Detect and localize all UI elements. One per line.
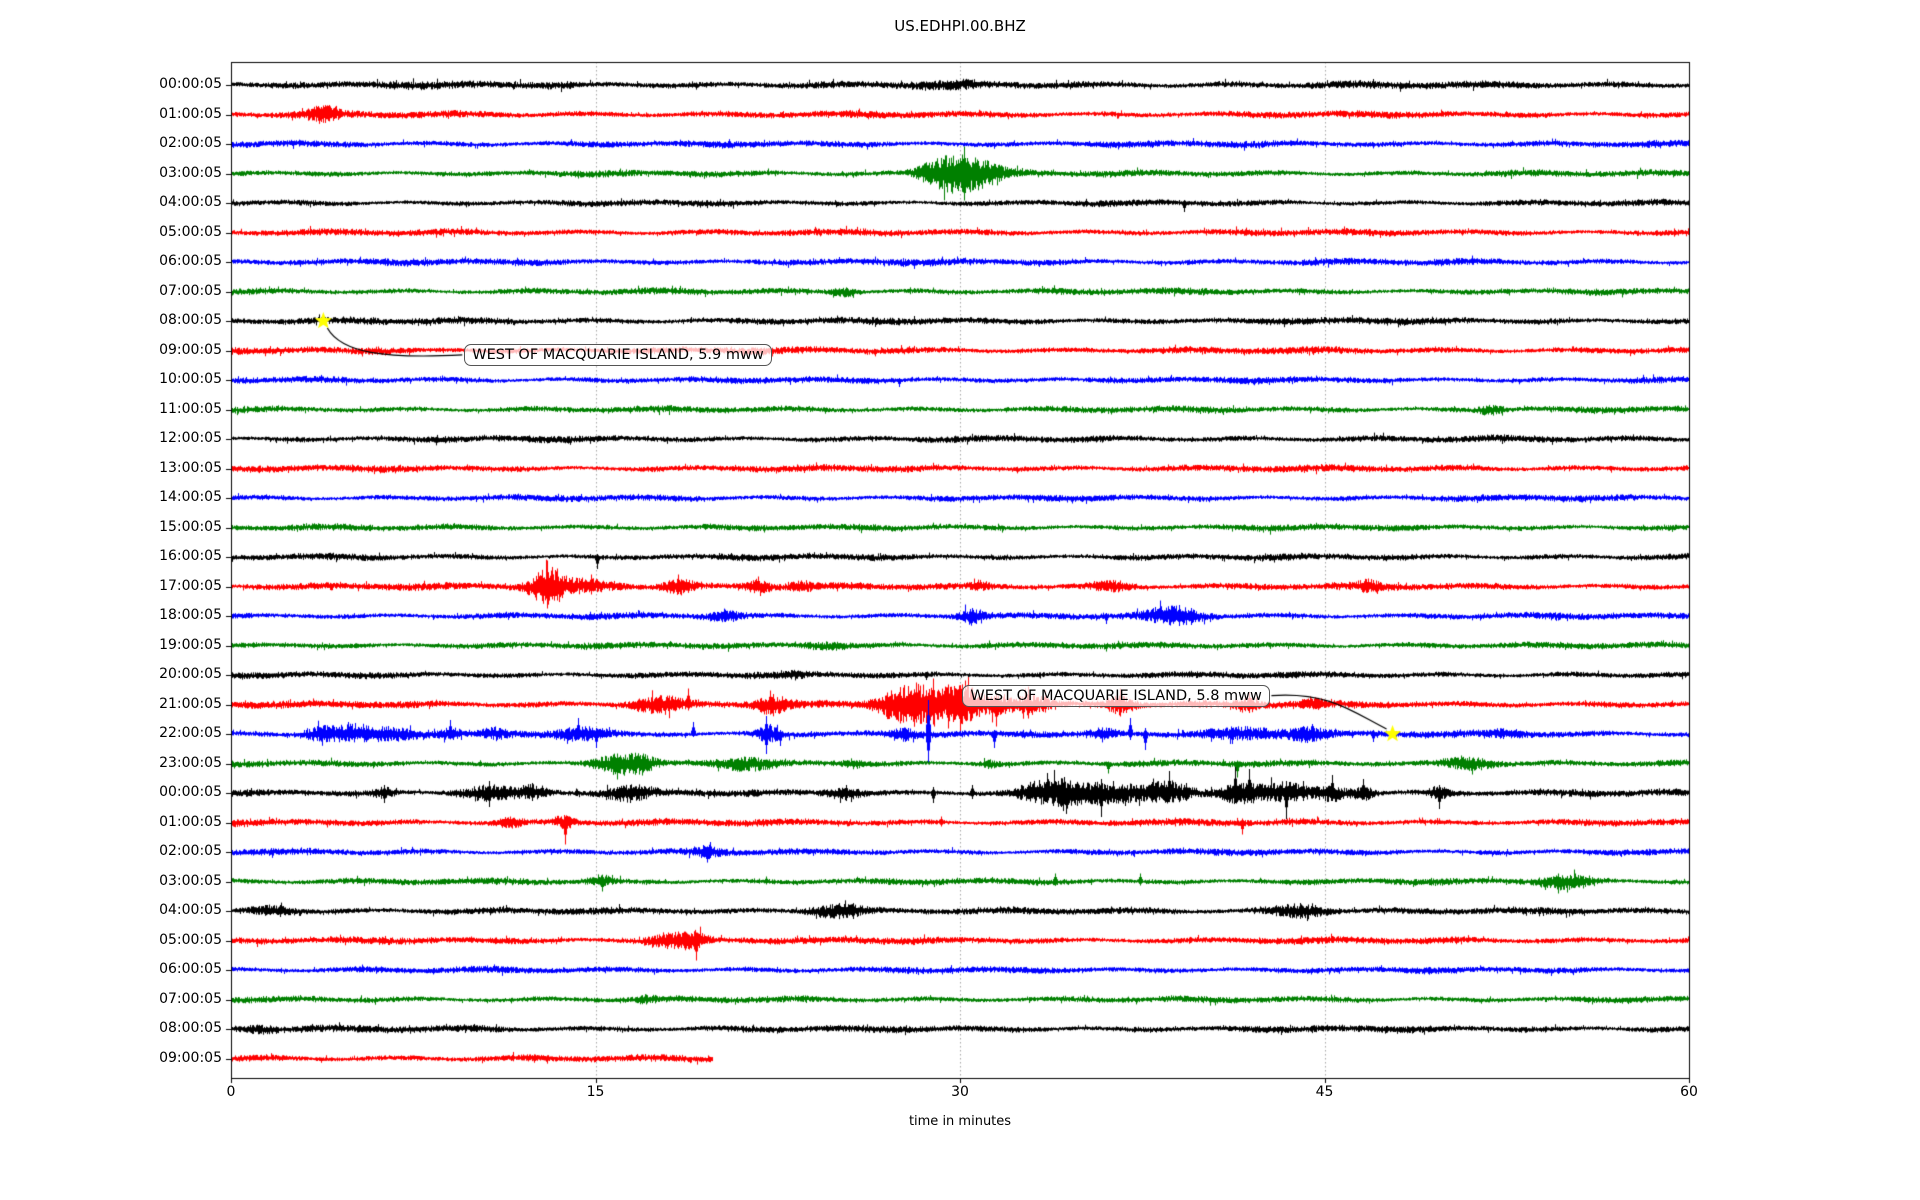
event-annotation-1-label: WEST OF MACQUARIE ISLAND, 5.9 mww <box>472 346 764 363</box>
y-axis-label: 23:00:05 <box>159 754 222 771</box>
y-axis-label: 02:00:05 <box>159 135 222 151</box>
y-axis-label: 22:00:05 <box>159 725 222 741</box>
y-axis-label: 19:00:05 <box>159 636 222 653</box>
y-axis-label: 06:00:05 <box>159 253 222 269</box>
y-axis-label: 18:00:05 <box>159 607 222 623</box>
y-axis-label: 03:00:05 <box>159 872 222 889</box>
y-axis-label: 21:00:05 <box>159 695 222 712</box>
y-axis-label: 09:00:05 <box>159 341 222 358</box>
y-axis-label: 05:00:05 <box>159 931 222 948</box>
y-axis-label: 13:00:05 <box>159 459 222 476</box>
y-axis-label: 00:00:05 <box>159 76 222 92</box>
y-axis-label: 04:00:05 <box>159 194 222 210</box>
y-axis-label: 08:00:05 <box>159 1020 222 1036</box>
y-axis-label: 09:00:05 <box>159 1049 222 1066</box>
x-axis-tick-label: 30 <box>951 1084 969 1100</box>
y-axis-label: 08:00:05 <box>159 312 222 328</box>
y-axis-label: 01:00:05 <box>159 813 222 830</box>
y-axis-label: 02:00:05 <box>159 843 222 859</box>
y-axis-label: 12:00:05 <box>159 430 222 446</box>
y-axis-label: 15:00:05 <box>159 518 222 535</box>
y-axis-label: 16:00:05 <box>159 548 222 564</box>
x-axis-tick-label: 45 <box>1315 1084 1334 1100</box>
x-axis-tick-label: 0 <box>226 1084 236 1100</box>
y-axis-label: 07:00:05 <box>159 990 222 1007</box>
y-axis-label: 01:00:05 <box>159 105 222 122</box>
x-axis-label: time in minutes <box>908 1114 1012 1129</box>
y-axis-label: 11:00:05 <box>159 400 222 417</box>
event-annotation-1: WEST OF MACQUARIE ISLAND, 5.9 mww <box>464 343 772 366</box>
y-axis-label: 00:00:05 <box>159 784 222 800</box>
x-axis-tick-label: 15 <box>586 1084 605 1100</box>
y-axis-label: 10:00:05 <box>159 371 222 387</box>
y-axis-label: 17:00:05 <box>159 577 222 594</box>
x-axis-tick-label: 60 <box>1680 1084 1698 1100</box>
plot-title: US.EDHPI.00.BHZ <box>894 17 1026 35</box>
y-axis-label: 14:00:05 <box>159 489 222 505</box>
y-axis-label: 07:00:05 <box>159 282 222 299</box>
event-annotation-2: WEST OF MACQUARIE ISLAND, 5.8 mww <box>962 684 1270 707</box>
y-axis-label: 20:00:05 <box>159 666 222 682</box>
y-axis-label: 05:00:05 <box>159 223 222 240</box>
y-axis-label: 03:00:05 <box>159 164 222 181</box>
y-axis-label: 04:00:05 <box>159 902 222 918</box>
y-axis-label: 06:00:05 <box>159 961 222 977</box>
event-annotation-2-label: WEST OF MACQUARIE ISLAND, 5.8 mww <box>970 687 1262 704</box>
